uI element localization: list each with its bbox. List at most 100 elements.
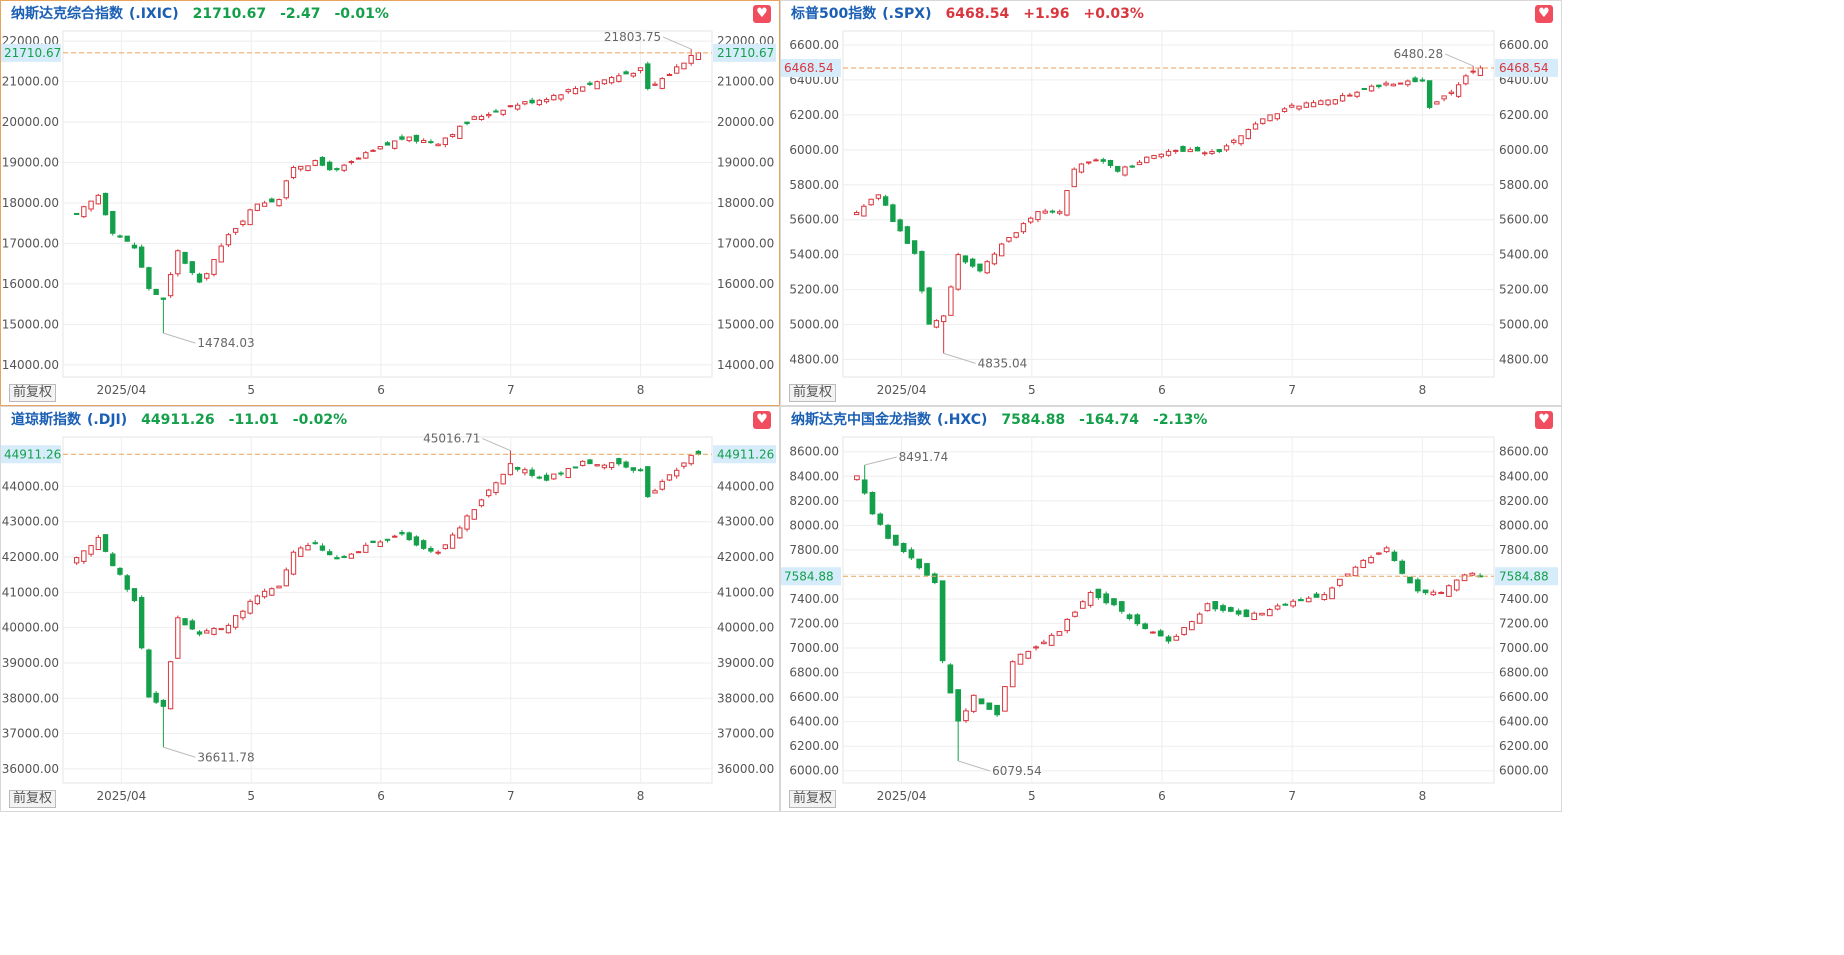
candle [1368,555,1374,564]
candle [370,540,376,544]
chart-panel-spx[interactable]: 标普500指数 (.SPX) 6468.54 +1.96 +0.03% ♥ 6600.00 6… [780,0,1562,406]
candle [681,62,687,70]
candle [1202,150,1208,157]
heart-icon[interactable]: ♥ [1535,5,1553,23]
candle [1281,107,1288,113]
candle [413,134,420,144]
candle [392,534,398,538]
candle [565,467,571,479]
price-adjust-button[interactable]: 前复权 [789,384,837,402]
candle [319,156,326,167]
y-tick-label-left: 6600.00 [789,690,839,704]
x-tick-label: 6 [377,383,385,397]
price-tag-right [713,445,776,464]
candle [601,79,608,86]
candle [1446,584,1452,597]
low-annotation-label: 6079.54 [992,764,1042,778]
y-tick-label-right: 6600.00 [1499,690,1549,704]
candle [1209,149,1215,156]
x-tick-label: 5 [247,789,255,803]
chart-panel-dji[interactable]: 道琼斯指数 (.DJI) 44911.26 -11.01 -0.02% ♥ 44000.00… [0,406,780,812]
y-tick-label-right: 36000.00 [717,762,774,776]
plot-area [842,30,1495,378]
candle [1419,77,1426,83]
candle [1028,216,1034,225]
candle [1150,631,1156,634]
price-tag-right [1495,58,1558,77]
y-tick-label-left: 36000.00 [2,762,59,776]
candle [348,553,355,559]
candle [211,627,217,636]
candle [110,551,116,567]
y-tick-label-left: 6200.00 [789,739,839,753]
candle [1129,164,1135,168]
candle [1361,87,1368,91]
candle [1455,82,1462,98]
y-tick-label-left: 5800.00 [789,178,839,192]
y-tick-label-left: 42000.00 [2,550,59,564]
price-adjust-button[interactable]: 前复权 [789,790,837,808]
candle [861,204,867,217]
candle [1173,149,1179,154]
panel-header: 标普500指数 (.SPX) 6468.54 +1.96 +0.03% [781,1,1561,27]
candle [1477,65,1484,77]
candle [931,572,938,585]
candle [869,491,876,515]
candlestick-chart[interactable]: 8600.00 8600.00 8400.00 8400.00 8200.00 8200.… [781,433,1559,809]
chart-panel-hxc[interactable]: 纳斯达克中国金龙指数 (.HXC) 7584.88 -164.74 -2.13% ♥ 860… [780,406,1562,812]
x-tick-label: 6 [1158,383,1166,397]
candlestick-chart[interactable]: 44000.00 44000.00 43000.00 43000.00 42000.00… [1,433,777,809]
candle [999,242,1005,257]
candle [1020,222,1027,234]
y-tick-label-left: 5200.00 [789,283,839,297]
panel-code: (.SPX) [882,6,932,22]
candle [674,467,680,479]
candle [442,137,449,148]
last-price: 6468.54 [945,6,1010,22]
panel-title: 纳斯达克综合指数 [11,6,123,22]
heart-icon[interactable]: ♥ [753,411,771,429]
candle [1078,162,1085,174]
heart-icon[interactable]: ♥ [753,5,771,23]
candle [674,64,680,74]
price-adjust-button[interactable]: 前复权 [9,384,57,402]
candle [1122,165,1128,177]
candle [1259,612,1265,616]
y-tick-label-right: 43000.00 [717,515,774,529]
candle [1165,149,1172,157]
candle [1289,103,1295,109]
candle [1212,600,1219,612]
chart-panel-ixic[interactable]: 纳斯达克综合指数 (.IXIC) 21710.67 -2.47 -0.01% ♥ 22000… [0,0,780,406]
candle [587,81,593,87]
candle [1144,156,1150,164]
candle [1354,90,1360,99]
candle [1337,578,1343,588]
high-annotation-label: 45016.71 [423,433,480,446]
candle [355,157,362,160]
candle [204,272,210,281]
candle [471,509,477,520]
candle [940,314,947,354]
candle [442,544,449,550]
high-annotation-leader [864,456,897,466]
candle [1086,161,1092,165]
high-annotation-label: 6480.28 [1393,47,1443,61]
price-adjust-button[interactable]: 前复权 [9,790,57,808]
x-tick-label: 8 [637,789,645,803]
y-tick-label-right: 5800.00 [1499,178,1549,192]
candle [384,141,391,146]
candle [196,630,203,637]
y-tick-label-right: 7200.00 [1499,616,1549,630]
y-tick-label-left: 39000.00 [2,656,59,670]
y-tick-label-left: 20000.00 [2,115,59,129]
candle [572,86,579,95]
panel-header: 纳斯达克综合指数 (.IXIC) 21710.67 -2.47 -0.01% [1,1,779,27]
candle [1002,685,1008,712]
heart-icon[interactable]: ♥ [1535,411,1553,429]
candle [233,228,239,236]
x-tick-label: 5 [1028,383,1036,397]
y-tick-label-right: 6600.00 [1499,38,1549,52]
candle [885,523,891,540]
